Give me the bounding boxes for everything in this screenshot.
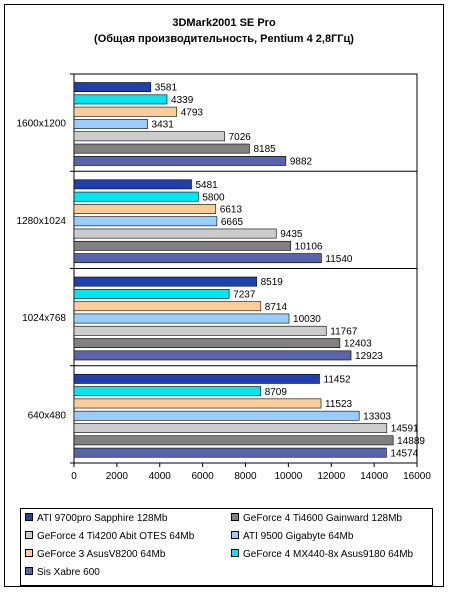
bar — [73, 204, 217, 214]
bar — [73, 386, 261, 397]
legend-item: ATI 9500 Gigabyte 64Mb — [231, 531, 353, 543]
bar — [73, 435, 394, 446]
data-label: 8709 — [265, 387, 288, 398]
legend-label: ATI 9500 Gigabyte 64Mb — [243, 531, 354, 542]
chart-subtitle: (Общая производительность, Pentium 4 2,8… — [94, 33, 354, 45]
x-tick-label: 8000 — [234, 471, 257, 482]
bar — [73, 276, 257, 287]
legend-label: GeForce 4 Ti4200 Abit OTES 64Mb — [37, 531, 195, 542]
bar — [73, 288, 230, 299]
data-label: 14574 — [390, 448, 418, 459]
data-label: 12403 — [344, 339, 372, 350]
category-label: 1600x1200 — [17, 119, 67, 130]
data-label: 13303 — [363, 411, 391, 422]
bar — [73, 106, 178, 117]
bar — [73, 410, 360, 421]
bar — [73, 143, 250, 154]
bar — [73, 179, 192, 190]
category-label: 1024x768 — [22, 313, 66, 324]
x-tick-label: 0 — [71, 471, 77, 482]
data-label: 14889 — [397, 436, 425, 447]
legend-swatch — [231, 549, 239, 557]
data-label: 3581 — [155, 83, 178, 94]
bar — [73, 423, 388, 433]
data-label: 3431 — [152, 120, 175, 131]
x-tick-label: 4000 — [149, 471, 172, 482]
data-label: 8714 — [265, 302, 288, 313]
data-label: 5481 — [195, 180, 218, 191]
data-label: 9882 — [290, 157, 313, 168]
bar — [73, 313, 290, 324]
chart-frame: 3DMark2001 SE Pro (Общая производительно… — [4, 4, 444, 587]
bar — [73, 216, 218, 227]
legend-swatch — [25, 567, 33, 575]
data-label: 8185 — [253, 144, 276, 155]
legend-label: GeForce 3 AsusV8200 64Mb — [37, 549, 166, 560]
legend-label: GeForce 4 Ti4600 Gainward 128Mb — [243, 513, 402, 524]
chart-legend: ATI 9700pro Sapphire 128Mb GeForce 4 Ti46… — [20, 508, 433, 586]
bar — [73, 338, 341, 348]
bar — [73, 156, 287, 166]
x-tick-label: 10000 — [274, 471, 302, 482]
legend-item: Sis Xabre 600 — [25, 567, 100, 579]
legend-item: GeForce 4 Ti4200 Abit OTES 64Mb — [25, 531, 194, 543]
data-label: 4793 — [181, 107, 204, 118]
data-label: 10030 — [293, 314, 321, 325]
data-label: 5800 — [202, 192, 225, 203]
data-label: 8519 — [261, 277, 284, 288]
legend-label: Sis Xabre 600 — [37, 567, 100, 578]
bar — [73, 447, 387, 458]
legend-label: GeForce 4 MX440-8x Asus9180 64Mb — [243, 549, 414, 560]
data-label: 7237 — [233, 290, 256, 301]
bar — [73, 398, 322, 409]
x-tick-label: 14000 — [360, 471, 388, 482]
legend-swatch — [231, 531, 239, 539]
legend-swatch — [231, 513, 239, 521]
data-label: 11767 — [330, 326, 358, 337]
bar — [73, 253, 322, 264]
legend-item: ATI 9700pro Sapphire 128Mb — [25, 513, 167, 525]
data-label: 14591 — [391, 424, 419, 435]
bar — [73, 350, 352, 361]
bar — [73, 191, 199, 202]
category-label: 1280x1024 — [17, 216, 67, 227]
bar — [73, 373, 320, 384]
bar — [73, 94, 168, 105]
x-tick-label: 16000 — [403, 471, 431, 482]
chart-title: 3DMark2001 SE Pro — [172, 17, 276, 29]
bar — [73, 228, 277, 239]
legend-item: GeForce 4 MX440-8x Asus9180 64Mb — [231, 549, 413, 561]
legend-swatch — [25, 549, 33, 557]
data-label: 6665 — [221, 217, 244, 228]
data-label: 11452 — [324, 374, 352, 385]
data-label: 4339 — [171, 95, 194, 106]
bar — [73, 82, 152, 92]
bar — [73, 301, 262, 312]
data-label: 9435 — [280, 229, 303, 240]
bar — [73, 119, 148, 129]
x-tick-label: 2000 — [106, 471, 129, 482]
data-label: 6613 — [220, 205, 243, 216]
x-tick-label: 12000 — [317, 471, 345, 482]
data-label: 11523 — [325, 399, 353, 410]
legend-label: ATI 9700pro Sapphire 128Mb — [37, 513, 168, 524]
legend-item: GeForce 3 AsusV8200 64Mb — [25, 549, 165, 561]
legend-swatch — [25, 513, 33, 521]
data-label: 7026 — [229, 132, 252, 143]
legend-swatch — [25, 531, 33, 539]
x-tick-label: 6000 — [192, 471, 215, 482]
data-label: 11540 — [325, 254, 353, 265]
data-label: 10106 — [295, 241, 323, 252]
bar — [73, 131, 225, 142]
data-label: 12923 — [355, 351, 383, 362]
bar — [73, 325, 327, 336]
legend-item: GeForce 4 Ti4600 Gainward 128Mb — [231, 513, 402, 525]
bar — [73, 240, 291, 251]
category-label: 640x480 — [28, 410, 67, 421]
